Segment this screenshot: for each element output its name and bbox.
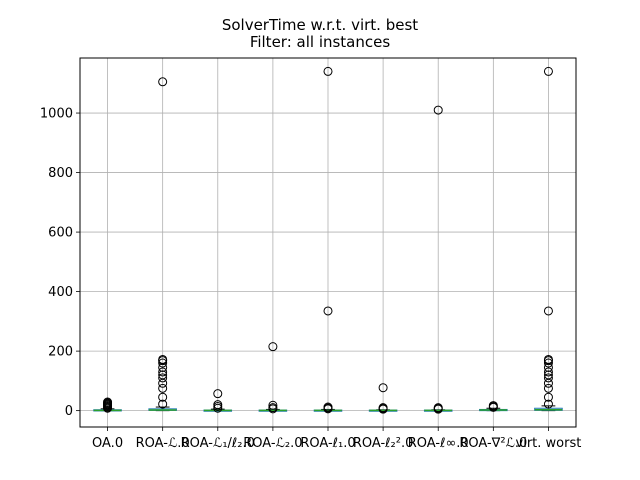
outlier-point	[543, 66, 553, 76]
x-tick-label: ROA-∇²ℒ.0	[459, 436, 527, 451]
outlier-point	[488, 401, 498, 411]
y-tick-label: 200	[48, 345, 73, 360]
outlier-point	[433, 403, 443, 413]
box-group	[479, 401, 508, 412]
y-tick-label: 600	[48, 226, 73, 241]
outlier-point	[543, 392, 553, 402]
outlier-point	[543, 373, 553, 383]
outlier-point	[158, 354, 168, 364]
box-group	[203, 389, 233, 413]
box-group	[368, 383, 398, 414]
box-group	[313, 66, 343, 414]
outlier-point	[158, 392, 168, 402]
tick-layer: OA.0 ROA-ℒ.0ROA-ℒ₁/ℓ₂.0ROA-ℒ₂.0ROA-ℓ₁.0RO…	[40, 107, 581, 451]
box-group	[258, 342, 288, 414]
outlier-point	[378, 383, 388, 393]
x-tick-label: ROA-ℒ₁/ℓ₂.0	[181, 436, 255, 451]
box-group	[423, 105, 453, 414]
outlier-point	[543, 306, 553, 316]
chart-title-line: SolverTime w.r.t. virt. best	[221, 16, 419, 34]
box-group	[148, 77, 177, 412]
outlier-point	[323, 306, 333, 316]
outlier-point	[158, 373, 168, 383]
grid-layer	[80, 58, 576, 427]
outlier-point	[323, 66, 333, 76]
outlier-point	[543, 399, 553, 409]
outlier-point	[543, 383, 553, 393]
outlier-point	[543, 358, 553, 368]
outlier-point	[433, 105, 443, 115]
outlier-point	[543, 370, 553, 380]
outlier-point	[158, 77, 168, 87]
outlier-point	[158, 383, 168, 393]
outlier-point	[158, 367, 168, 377]
outlier-point	[158, 399, 168, 409]
outlier-point	[543, 354, 553, 364]
x-tick-label: ROA-ℓ∞.0	[408, 436, 469, 451]
outlier-point	[213, 400, 223, 410]
outlier-point	[158, 358, 168, 368]
outlier-point	[158, 370, 168, 380]
chart-subtitle-line: Filter: all instances	[249, 33, 391, 51]
box-group	[534, 66, 563, 412]
x-tick-label: ROA-ℒ₂.0	[243, 436, 302, 451]
x-tick-label: ROA-ℓ₁.0	[300, 436, 355, 451]
y-tick-label: 1000	[40, 107, 73, 122]
box-group	[93, 397, 122, 413]
y-tick-label: 400	[48, 285, 73, 300]
outlier-point	[378, 403, 388, 413]
x-tick-label: ROA-ℓ₂².0	[353, 436, 414, 451]
chart-title: SolverTime w.r.t. virt. best Filter: all…	[0, 17, 640, 51]
y-tick-label: 0	[65, 404, 73, 419]
outlier-point	[213, 389, 223, 399]
outlier-point	[268, 400, 278, 410]
outlier-point	[268, 342, 278, 352]
outlier-point	[103, 397, 113, 407]
x-tick-label: OA.0	[92, 436, 123, 451]
outlier-point	[268, 403, 278, 413]
x-tick-label: ROA-ℒ.0	[136, 436, 190, 451]
box-layer	[93, 66, 563, 414]
x-tick-label: virt. worst	[516, 436, 582, 451]
y-tick-label: 800	[48, 166, 73, 181]
outlier-point	[323, 402, 333, 412]
outlier-point	[543, 367, 553, 377]
